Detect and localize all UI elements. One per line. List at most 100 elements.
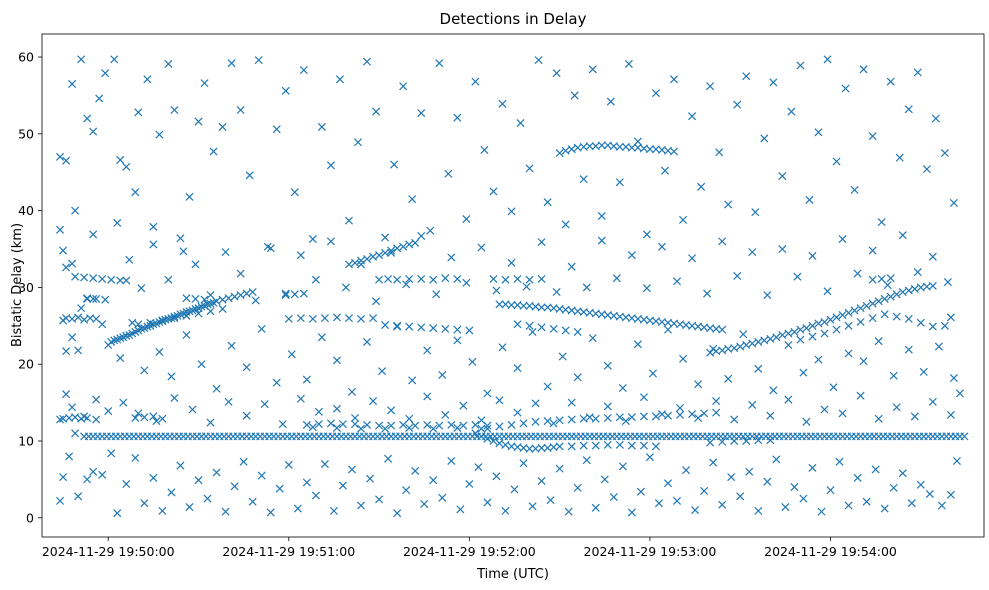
data-point (59, 473, 68, 482)
data-point (194, 476, 203, 485)
data-point (375, 275, 384, 284)
data-point (227, 59, 236, 68)
data-point (203, 300, 212, 309)
data-point (200, 295, 209, 304)
data-point (892, 312, 901, 321)
data-point (519, 301, 528, 310)
data-point (519, 419, 528, 428)
data-point (916, 318, 925, 327)
data-point (697, 182, 706, 191)
data-point (955, 389, 964, 398)
data-point (507, 301, 516, 310)
data-point (736, 492, 745, 501)
data-point (89, 230, 98, 239)
data-point (766, 411, 775, 420)
data-point (417, 109, 426, 118)
data-point (332, 423, 341, 432)
data-point (718, 500, 727, 509)
data-point (116, 354, 125, 363)
data-point (642, 230, 651, 239)
data-point (302, 420, 311, 429)
data-point (453, 113, 462, 122)
data-point (724, 200, 733, 209)
data-point (98, 274, 107, 283)
data-point (688, 410, 697, 419)
data-point (501, 275, 510, 284)
data-point (344, 260, 354, 269)
data-point (501, 440, 510, 449)
data-point (363, 57, 372, 66)
data-point (170, 314, 179, 323)
data-point (68, 403, 77, 412)
data-point (161, 315, 170, 324)
data-point (149, 473, 158, 482)
data-point (763, 291, 772, 300)
data-point (185, 192, 194, 201)
data-point (796, 325, 805, 334)
data-point (790, 327, 799, 336)
data-point (462, 278, 471, 287)
data-point (555, 416, 564, 425)
data-point (844, 321, 853, 330)
data-point (477, 243, 486, 252)
data-point (633, 137, 642, 146)
data-point (781, 503, 790, 512)
data-point (597, 211, 606, 221)
data-point (143, 75, 152, 84)
data-point (381, 321, 390, 330)
data-point (603, 361, 612, 370)
y-tick-label: 20 (18, 357, 34, 372)
data-point (68, 79, 77, 88)
data-point (751, 208, 760, 217)
data-point (904, 286, 913, 295)
data-point (435, 59, 444, 68)
data-point (74, 346, 83, 355)
data-point (335, 75, 344, 84)
data-point (600, 475, 609, 484)
data-point (555, 442, 564, 451)
data-point (937, 501, 946, 510)
data-point (212, 384, 221, 393)
data-point (733, 100, 742, 109)
data-point (350, 258, 360, 267)
data-point (835, 457, 844, 466)
data-point (74, 313, 83, 322)
data-point (850, 185, 859, 194)
data-point (179, 247, 188, 256)
data-point (525, 321, 534, 330)
data-point (191, 260, 200, 269)
data-point (889, 371, 898, 380)
data-point (188, 405, 197, 414)
data-point (802, 417, 811, 426)
data-point (122, 276, 131, 285)
data-point (344, 216, 354, 225)
data-point (868, 299, 877, 308)
data-point (471, 77, 480, 86)
data-point (62, 390, 71, 399)
data-point (624, 59, 633, 68)
y-tick-label: 10 (18, 434, 34, 449)
y-tick-label: 50 (18, 126, 34, 141)
data-point (176, 234, 185, 243)
data-point (784, 340, 793, 350)
data-point (453, 336, 462, 345)
data-point (308, 235, 317, 244)
data-point (176, 310, 185, 319)
data-point (525, 275, 534, 284)
data-point (639, 412, 648, 421)
data-point (429, 324, 438, 333)
data-point (474, 463, 483, 472)
data-point (477, 424, 486, 433)
data-point (290, 290, 299, 299)
data-point (537, 238, 546, 247)
data-point (799, 368, 808, 377)
data-point (657, 410, 666, 419)
data-point (492, 286, 501, 295)
data-point (281, 291, 290, 300)
data-point (727, 473, 736, 482)
data-point (796, 61, 805, 70)
data-point (489, 436, 498, 446)
data-point (669, 75, 679, 84)
data-point (453, 423, 462, 432)
